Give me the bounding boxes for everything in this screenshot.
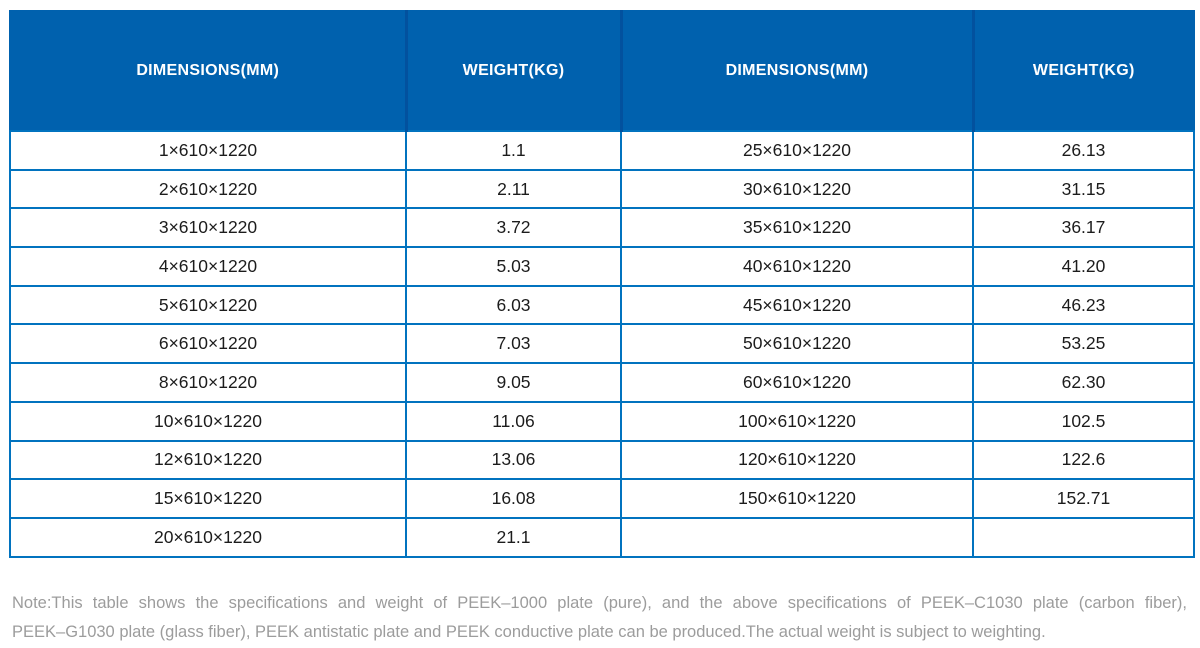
dimensions-cell: 60×610×1220	[620, 362, 974, 403]
dimensions-cell: 150×610×1220	[620, 478, 974, 519]
weight-cell: 26.13	[972, 130, 1195, 171]
weight-cell: 41.20	[972, 246, 1195, 287]
dimensions-cell: 1×610×1220	[9, 130, 407, 171]
weight-cell: 16.08	[405, 478, 622, 519]
weight-cell: 122.6	[972, 439, 1195, 481]
weight-cell: 102.5	[972, 400, 1195, 442]
weight-cell: 1.1	[405, 130, 622, 171]
weight-cell: 53.25	[972, 323, 1195, 365]
table-row: 20×610×1220 21.1	[9, 516, 1195, 558]
dimensions-cell-empty	[620, 516, 974, 558]
weight-cell: 46.23	[972, 284, 1195, 326]
dimensions-cell: 50×610×1220	[620, 323, 974, 365]
dimensions-cell: 5×610×1220	[9, 284, 407, 326]
weight-cell: 6.03	[405, 284, 622, 326]
footnote-line-2: PEEK–G1030 plate (glass fiber), PEEK ant…	[12, 623, 1046, 641]
weight-cell: 36.17	[972, 207, 1195, 249]
table-row: 4×610×1220 5.03 40×610×1220 41.20	[9, 246, 1195, 287]
weight-cell: 31.15	[972, 168, 1195, 210]
table-row: 6×610×1220 7.03 50×610×1220 53.25	[9, 323, 1195, 365]
weight-cell: 62.30	[972, 362, 1195, 403]
dimensions-cell: 8×610×1220	[9, 362, 407, 403]
weight-cell: 21.1	[405, 516, 622, 558]
dimensions-cell: 10×610×1220	[9, 400, 407, 442]
peek-plate-spec-table: DIMENSIONS(MM) WEIGHT(KG) DIMENSIONS(MM)…	[9, 10, 1195, 558]
table-row: 10×610×1220 11.06 100×610×1220 102.5	[9, 400, 1195, 442]
dimensions-cell: 4×610×1220	[9, 246, 407, 287]
dimensions-cell: 120×610×1220	[620, 439, 974, 481]
column-header-weight-left: WEIGHT(KG)	[404, 10, 622, 132]
weight-cell: 2.11	[405, 168, 622, 210]
table-row: 1×610×1220 1.1 25×610×1220 26.13	[9, 130, 1195, 171]
dimensions-cell: 40×610×1220	[620, 246, 974, 287]
table-row: 5×610×1220 6.03 45×610×1220 46.23	[9, 284, 1195, 326]
dimensions-cell: 15×610×1220	[9, 478, 407, 519]
column-header-weight-right: WEIGHT(KG)	[971, 10, 1195, 132]
table-row: 8×610×1220 9.05 60×610×1220 62.30	[9, 362, 1195, 403]
table-row: 3×610×1220 3.72 35×610×1220 36.17	[9, 207, 1195, 249]
weight-cell-empty	[972, 516, 1195, 558]
dimensions-cell: 100×610×1220	[620, 400, 974, 442]
dimensions-cell: 3×610×1220	[9, 207, 407, 249]
table-row: 12×610×1220 13.06 120×610×1220 122.6	[9, 439, 1195, 481]
dimensions-cell: 45×610×1220	[620, 284, 974, 326]
dimensions-cell: 25×610×1220	[620, 130, 974, 171]
dimensions-cell: 30×610×1220	[620, 168, 974, 210]
dimensions-cell: 6×610×1220	[9, 323, 407, 365]
weight-cell: 152.71	[972, 478, 1195, 519]
column-header-dimensions-left: DIMENSIONS(MM)	[9, 10, 407, 132]
weight-cell: 11.06	[405, 400, 622, 442]
weight-cell: 13.06	[405, 439, 622, 481]
weight-cell: 5.03	[405, 246, 622, 287]
dimensions-cell: 2×610×1220	[9, 168, 407, 210]
dimensions-cell: 20×610×1220	[9, 516, 407, 558]
table-row: 15×610×1220 16.08 150×610×1220 152.71	[9, 478, 1195, 519]
weight-cell: 9.05	[405, 362, 622, 403]
table-row: 2×610×1220 2.11 30×610×1220 31.15	[9, 168, 1195, 210]
weight-cell: 7.03	[405, 323, 622, 365]
column-header-dimensions-right: DIMENSIONS(MM)	[619, 10, 974, 132]
dimensions-cell: 35×610×1220	[620, 207, 974, 249]
weight-cell: 3.72	[405, 207, 622, 249]
table-header-row: DIMENSIONS(MM) WEIGHT(KG) DIMENSIONS(MM)…	[9, 10, 1195, 132]
dimensions-cell: 12×610×1220	[9, 439, 407, 481]
footnote-line-1: Note:This table shows the specifications…	[12, 594, 1187, 612]
footnote: Note:This table shows the specifications…	[12, 589, 1187, 647]
